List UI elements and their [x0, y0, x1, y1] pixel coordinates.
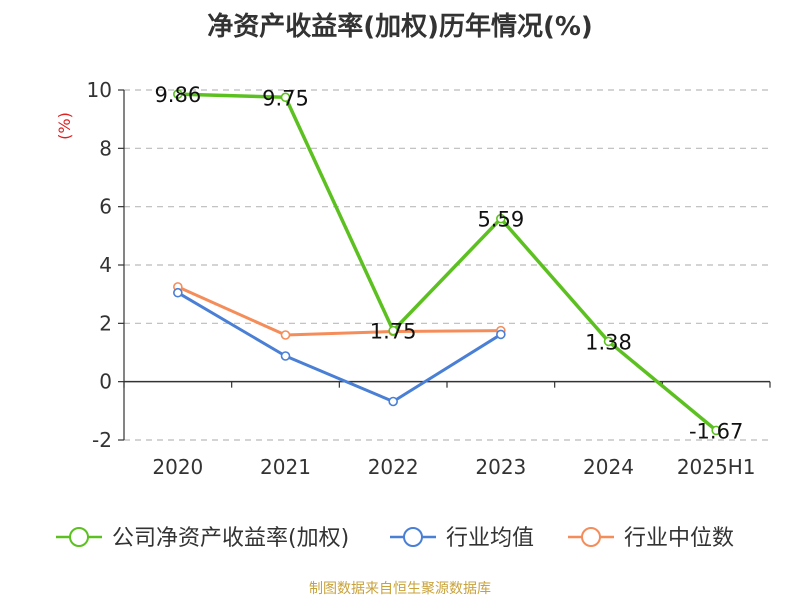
- legend-label: 行业中位数: [624, 526, 734, 551]
- data-point: [280, 330, 291, 340]
- y-axis-unit-label: (%): [55, 112, 74, 140]
- data-point: [388, 396, 398, 407]
- data-label: 1.38: [585, 330, 632, 354]
- y-tick-label: 4: [99, 253, 112, 277]
- x-tick-label: 2021: [260, 455, 311, 479]
- y-tick-label: 6: [99, 195, 112, 219]
- data-point: [173, 287, 183, 298]
- x-tick-label: 2024: [583, 455, 634, 479]
- y-tick-label: 0: [99, 370, 112, 394]
- data-source-note: 制图数据来自恒生聚源数据库: [309, 581, 491, 597]
- data-label: 5.59: [477, 208, 524, 232]
- legend-label: 公司净资产收益率(加权): [112, 526, 349, 551]
- series-line: [177, 291, 502, 403]
- y-tick-label: 10: [87, 78, 112, 102]
- chart-title: 净资产收益率(加权)历年情况(%): [207, 12, 593, 42]
- data-point: [388, 325, 398, 336]
- data-point: [173, 89, 183, 99]
- data-label: -1.67: [689, 419, 743, 443]
- data-point: [280, 351, 291, 361]
- data-label: 9.86: [154, 83, 201, 107]
- legend-marker: [581, 527, 601, 547]
- data-point: [603, 336, 614, 347]
- data-label: 9.75: [262, 86, 309, 110]
- y-tick-label: 2: [99, 311, 112, 335]
- legend-label: 行业均值: [446, 526, 534, 551]
- series-line: [177, 285, 501, 337]
- y-tick-label: -2: [92, 428, 112, 452]
- x-tick-label: 2025H1: [677, 455, 756, 479]
- data-point: [711, 425, 721, 436]
- data-point: [496, 213, 506, 224]
- x-tick-label: 2020: [152, 455, 203, 479]
- series-line: [177, 92, 718, 432]
- x-tick-label: 2023: [475, 455, 526, 479]
- legend-marker: [69, 527, 89, 547]
- data-point: [496, 329, 506, 340]
- data-point: [280, 92, 291, 103]
- legend-marker: [403, 527, 423, 547]
- x-tick-label: 2022: [368, 455, 419, 479]
- data-label: 1.75: [370, 320, 417, 344]
- y-tick-label: 8: [99, 136, 112, 160]
